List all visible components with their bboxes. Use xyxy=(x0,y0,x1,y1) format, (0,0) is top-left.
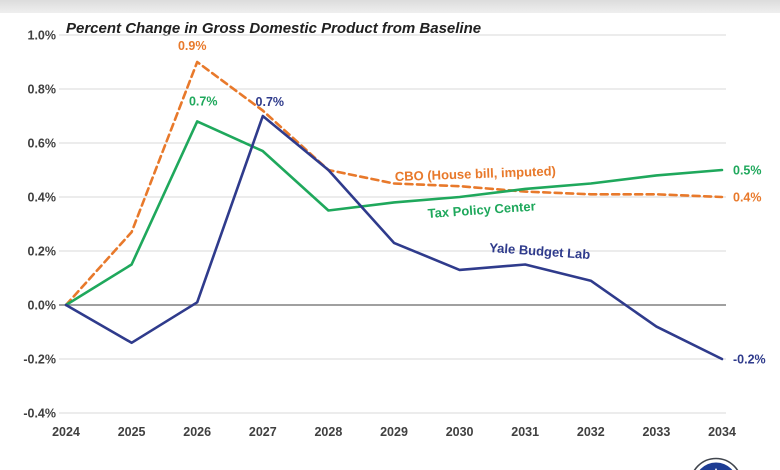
point-value-label: 0.7% xyxy=(189,94,218,108)
annotation-layer: CBO (House bill, imputed) Tax Policy Cent… xyxy=(178,39,766,367)
y-axis-tick-label: -0.2% xyxy=(23,353,56,367)
series-label-yale-budget-lab: Yale Budget Lab xyxy=(489,240,591,262)
x-axis-tick-label: 2033 xyxy=(642,425,670,439)
series-line-cbo-house-bill-imputed xyxy=(64,60,724,307)
x-axis-tick-label: 2031 xyxy=(511,425,539,439)
series-line-yale-budget-lab xyxy=(64,114,724,361)
logo-inner-circle xyxy=(699,462,733,470)
point-value-label: 0.7% xyxy=(256,95,285,109)
x-axis-tick-label: 2024 xyxy=(52,425,80,439)
grid-layer: 1.0% 0.8% 0.6% 0.4% 0.2% 0.0% -0.2% -0.4% 2024 20… xyxy=(23,29,736,440)
x-axis-tick-label: 2032 xyxy=(577,425,605,439)
organization-logo xyxy=(693,457,739,470)
x-axis-tick-label: 2030 xyxy=(446,425,474,439)
x-axis-tick-label: 2028 xyxy=(314,425,342,439)
window-top-strip xyxy=(0,0,780,13)
y-axis-tick-label: 0.4% xyxy=(28,191,57,205)
point-value-label: 0.9% xyxy=(178,39,207,53)
series-layer xyxy=(64,60,724,361)
chart-title: Percent Change in Gross Domestic Product… xyxy=(66,20,481,37)
x-axis-tick-label: 2034 xyxy=(708,425,736,439)
series-line-tax-policy-center xyxy=(64,120,724,307)
y-axis-tick-label: 0.0% xyxy=(28,299,57,313)
y-axis-tick-label: -0.4% xyxy=(23,407,56,421)
y-axis-tick-label: 0.2% xyxy=(28,245,57,259)
end-value-label: -0.2% xyxy=(733,353,766,367)
y-axis-tick-label: 0.6% xyxy=(28,137,57,151)
x-axis-tick-label: 2025 xyxy=(118,425,146,439)
series-label-tax-policy-center: Tax Policy Center xyxy=(427,198,536,221)
x-axis-tick-label: 2027 xyxy=(249,425,277,439)
y-axis-tick-label: 1.0% xyxy=(28,29,57,43)
x-axis-tick-label: 2029 xyxy=(380,425,408,439)
y-axis-tick-label: 0.8% xyxy=(28,83,57,97)
series-label-cbo-house-bill-imputed: CBO (House bill, imputed) xyxy=(395,163,556,184)
end-value-label: 0.5% xyxy=(733,164,762,178)
end-value-label: 0.4% xyxy=(733,191,762,205)
x-axis-tick-label: 2026 xyxy=(183,425,211,439)
